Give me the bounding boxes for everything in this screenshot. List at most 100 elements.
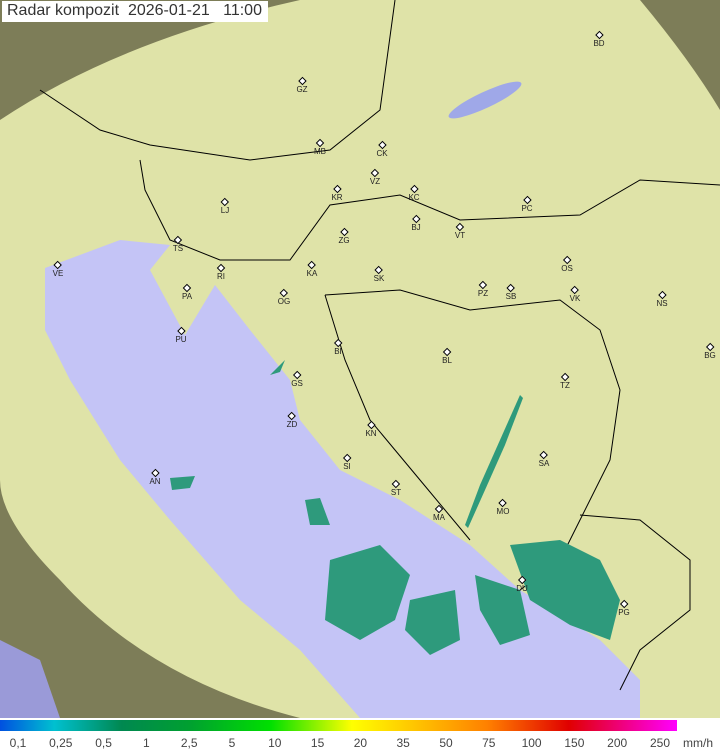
city-pg: PG (618, 599, 630, 617)
city-label: AN (149, 477, 161, 486)
city-marker-icon (366, 420, 376, 430)
title-time: 11:00 (223, 2, 262, 19)
city-label: PZ (477, 289, 489, 298)
city-pa: PA (181, 283, 193, 301)
city-marker-icon (409, 184, 419, 194)
city-marker-icon (478, 280, 488, 290)
city-marker-icon (442, 347, 452, 357)
city-marker-icon (176, 326, 186, 336)
city-label: BD (593, 39, 605, 48)
city-marker-icon (657, 290, 667, 300)
city-vk: VK (570, 285, 580, 303)
legend-label: 20 (353, 736, 368, 750)
city-marker-icon (539, 450, 549, 460)
city-bd: BD (593, 30, 605, 48)
city-an: AN (149, 468, 161, 486)
city-label: MB (314, 147, 326, 156)
city-label: ST (390, 488, 402, 497)
city-pu: PU (175, 326, 187, 344)
city-sa: SA (538, 450, 550, 468)
city-ck: CK (376, 140, 388, 158)
city-label: BL (442, 356, 452, 365)
city-label: CK (376, 149, 388, 158)
city-st: ST (390, 479, 402, 497)
city-og: OG (277, 288, 291, 306)
city-marker-icon (307, 260, 317, 270)
city-label: SK (373, 274, 385, 283)
city-label: KR (331, 193, 343, 202)
city-marker-icon (411, 214, 421, 224)
city-bi: BI (333, 338, 343, 356)
city-marker-icon (560, 372, 570, 382)
city-label: ZD (286, 420, 298, 429)
city-marker-icon (374, 265, 384, 275)
city-zg: ZG (338, 227, 350, 245)
city-marker-icon (339, 227, 349, 237)
city-kr: KR (331, 184, 343, 202)
city-label: SI (343, 462, 351, 471)
city-label: SA (538, 459, 550, 468)
city-label: OS (561, 264, 573, 273)
city-kc: KC (408, 184, 420, 202)
legend-label: 5 (228, 736, 236, 750)
city-marker-icon (216, 263, 226, 273)
legend-label: 50 (439, 736, 453, 750)
city-lj: LJ (220, 197, 230, 215)
city-marker-icon (377, 140, 387, 150)
legend-label: 0,1 (9, 736, 27, 750)
legend-label: 1 (143, 736, 150, 750)
city-os: OS (561, 255, 573, 273)
city-marker-icon (150, 468, 160, 478)
city-mo: MO (497, 498, 509, 516)
city-marker-icon (570, 285, 580, 295)
legend-label: 0,25 (49, 736, 73, 750)
city-label: PA (181, 292, 193, 301)
city-label: VT (454, 231, 466, 240)
city-label: GS (291, 379, 303, 388)
city-marker-icon (705, 342, 715, 352)
city-marker-icon (220, 197, 230, 207)
city-marker-icon (498, 498, 508, 508)
country-borders (39, 0, 720, 691)
city-marker-icon (333, 338, 343, 348)
radar-echoes (170, 348, 620, 655)
city-mb: MB (314, 138, 326, 156)
city-vt: VT (454, 222, 466, 240)
city-label: PC (521, 204, 533, 213)
city-ka: KA (306, 260, 318, 278)
city-label: LJ (220, 206, 230, 215)
city-marker-icon (594, 30, 604, 40)
legend-label: 200 (607, 736, 628, 750)
city-label: OG (277, 297, 291, 306)
lake-balaton (448, 81, 522, 119)
city-sk: SK (373, 265, 385, 283)
city-kn: KN (365, 420, 377, 438)
city-label: TS (172, 244, 184, 253)
city-marker-icon (562, 255, 572, 265)
legend-color-scale (0, 720, 677, 731)
city-marker-icon (173, 235, 183, 245)
legend-label: 75 (482, 736, 496, 750)
legend-label: 15 (310, 736, 325, 750)
city-label: RI (217, 272, 225, 281)
legend-label: 35 (396, 736, 410, 750)
legend-label: 0,5 (95, 736, 112, 750)
map-title: Radar kompozit 2026-01-21 11:00 (2, 1, 268, 22)
city-marker-icon (332, 184, 342, 194)
city-marker-icon (53, 260, 63, 270)
city-vz: VZ (370, 168, 380, 186)
city-label: KC (408, 193, 420, 202)
precipitation-legend: 0,1 0,25 0,5 1 2,5 5 10 15 20 35 50 75 100 150 200 250 m… (0, 718, 720, 751)
legend-unit: mm/h (683, 736, 713, 750)
city-label: NS (656, 299, 668, 308)
city-label: BG (704, 351, 716, 360)
city-label: SB (505, 292, 517, 301)
city-marker-icon (287, 411, 297, 421)
legend-label: 250 (649, 736, 671, 750)
title-product: Radar kompozit (7, 2, 120, 19)
city-label: ZG (338, 236, 350, 245)
city-label: KA (306, 269, 318, 278)
city-marker-icon (619, 599, 629, 609)
city-label: BJ (411, 223, 421, 232)
city-ts: TS (172, 235, 184, 253)
